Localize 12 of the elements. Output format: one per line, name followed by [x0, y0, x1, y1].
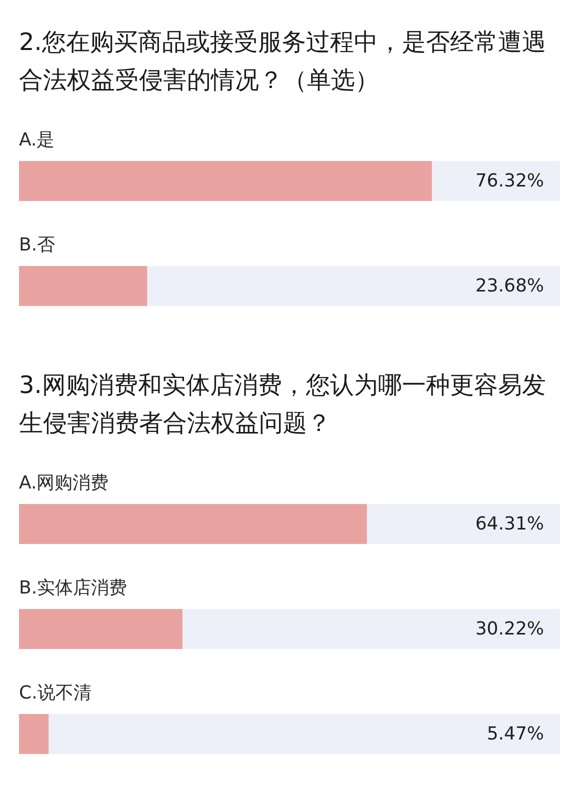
y-tick-label: A.网购消费	[19, 472, 109, 494]
y-tick-label: A.是	[19, 130, 55, 150]
y-tick-label: B.否	[19, 234, 56, 256]
data-label: 76.32%	[475, 170, 544, 192]
data-label: 30.22%	[475, 618, 544, 640]
y-tick-label: C.说不清	[19, 682, 92, 704]
chart-title: 2.您在购买商品或接受服务过程中，是否经常遭遇合法权益受侵害的情况？（单选）	[19, 27, 547, 96]
chart-title: 3.网购消费和实体店消费，您认为哪一种更容易发生侵害消费者合法权益问题？	[19, 370, 547, 439]
y-tick-label: B.实体店消费	[19, 578, 128, 598]
data-label: 23.68%	[475, 276, 544, 296]
data-label: 64.31%	[475, 514, 544, 534]
data-label: 5.47%	[486, 724, 544, 744]
